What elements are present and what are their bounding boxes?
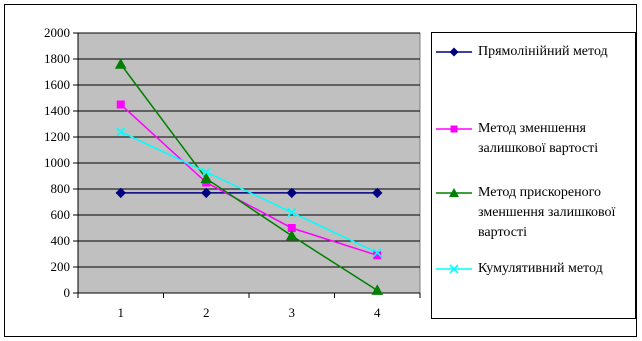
y-tick-label: 1400	[44, 103, 70, 118]
chart-frame: 0 200 400 600 800 1000 1200 1400 1600 1800 2000 1 2 3…	[4, 4, 637, 337]
series-line-2	[120, 103, 378, 257]
y-tick-label: 2000	[44, 25, 70, 40]
y-tick-label: 0	[64, 285, 71, 300]
series-4-point	[201, 167, 211, 177]
y-tick-label: 1800	[44, 51, 70, 66]
series-line-4	[120, 131, 378, 254]
legend-label-2: Метод зменшення залишкової вартості	[478, 121, 599, 156]
x-tick-label: 2	[203, 305, 210, 320]
legend-swatch-3	[436, 188, 472, 197]
series-1-point	[286, 187, 297, 199]
series-2-point	[116, 100, 125, 109]
series-line-3	[120, 63, 378, 292]
y-tick-label: 600	[51, 207, 71, 222]
legend-label-3: Метод прискореного зменшення залишкової …	[478, 185, 616, 240]
series-3-point	[114, 58, 127, 69]
y-tick-label: 400	[51, 233, 71, 248]
series-1-point	[201, 187, 212, 199]
series-1-point	[115, 187, 126, 199]
series-1-point	[372, 187, 383, 199]
series-3-point	[285, 229, 298, 241]
y-tick-label: 200	[51, 259, 71, 274]
y-tick-label: 1000	[44, 155, 70, 170]
legend-swatch-4	[436, 264, 472, 274]
series-4-point	[287, 207, 297, 217]
y-tick-label: 1200	[44, 129, 70, 144]
x-tick-label: 3	[289, 305, 296, 320]
series-4-point	[116, 127, 126, 137]
chart-legend: Прямолінійний метод Метод зменшення залиш…	[431, 32, 636, 319]
y-tick-label: 1600	[44, 77, 70, 92]
legend-label-1: Прямолінійний метод	[478, 44, 608, 59]
series-3-point	[371, 284, 384, 295]
legend-label-4: Кумулятивний метод	[478, 261, 603, 276]
legend-swatch-1	[436, 47, 472, 57]
x-tick-label: 1	[118, 305, 125, 320]
series-4-point	[372, 248, 382, 258]
legend-swatch-2	[436, 125, 472, 133]
y-tick-label: 800	[51, 181, 71, 196]
x-tick-label: 4	[374, 305, 381, 320]
series-3-point	[200, 172, 213, 184]
line-chart: 0 200 400 600 800 1000 1200 1400 1600 1800 2000 1 2 3…	[44, 25, 421, 320]
